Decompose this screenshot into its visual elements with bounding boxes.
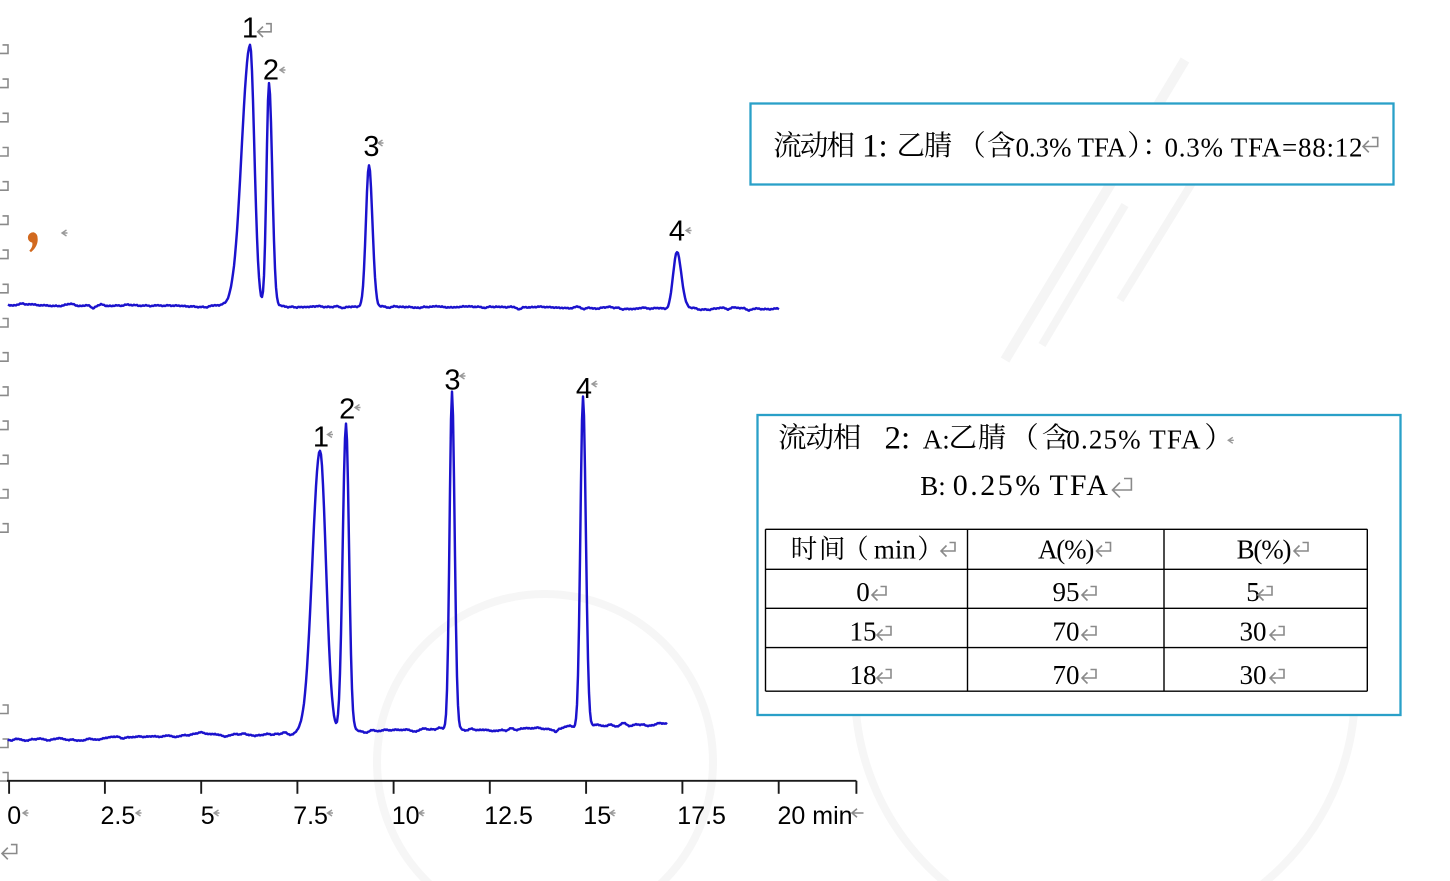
svg-text:0: 0: [856, 577, 870, 607]
svg-text:A:: A:: [923, 425, 950, 455]
svg-text:17.5: 17.5: [677, 802, 726, 830]
svg-text:5: 5: [1246, 577, 1260, 607]
svg-text:0: 0: [7, 802, 21, 830]
svg-text:1:: 1:: [862, 129, 888, 165]
svg-text:2: 2: [339, 394, 355, 426]
svg-text:12.5: 12.5: [484, 802, 533, 830]
svg-text:20 min: 20 min: [778, 802, 853, 830]
svg-text:1: 1: [242, 13, 258, 45]
svg-text:30: 30: [1240, 660, 1267, 690]
svg-text:30: 30: [1240, 617, 1267, 647]
svg-text:TFA: TFA: [1050, 469, 1110, 502]
svg-text:3: 3: [444, 365, 460, 397]
svg-text:2.5: 2.5: [101, 802, 136, 830]
svg-text:4: 4: [669, 216, 685, 248]
svg-text:min: min: [874, 535, 917, 565]
svg-text:0.25% TFA: 0.25% TFA: [1066, 425, 1201, 455]
svg-text:2: 2: [263, 55, 279, 87]
svg-text:4: 4: [576, 373, 592, 405]
svg-text:95: 95: [1053, 577, 1080, 607]
svg-text:0.25%: 0.25%: [953, 469, 1043, 502]
svg-text:3: 3: [363, 131, 379, 163]
svg-text:A(%): A(%): [1038, 535, 1093, 565]
svg-text:18: 18: [850, 660, 877, 690]
svg-text:15: 15: [850, 617, 877, 647]
svg-text:0.3% TFA: 0.3% TFA: [1016, 133, 1127, 163]
svg-text:7.5: 7.5: [293, 802, 328, 830]
svg-text:15: 15: [583, 802, 611, 830]
svg-text:10: 10: [392, 802, 420, 830]
svg-text:B(%): B(%): [1237, 535, 1291, 565]
svg-text:1: 1: [313, 422, 329, 454]
svg-text:0.3% TFA=88:12: 0.3% TFA=88:12: [1165, 133, 1364, 163]
svg-text:70: 70: [1053, 617, 1080, 647]
svg-text:5: 5: [201, 802, 215, 830]
svg-text:2:: 2:: [885, 421, 911, 457]
svg-text:B:: B:: [920, 471, 946, 501]
svg-text:70: 70: [1053, 660, 1080, 690]
